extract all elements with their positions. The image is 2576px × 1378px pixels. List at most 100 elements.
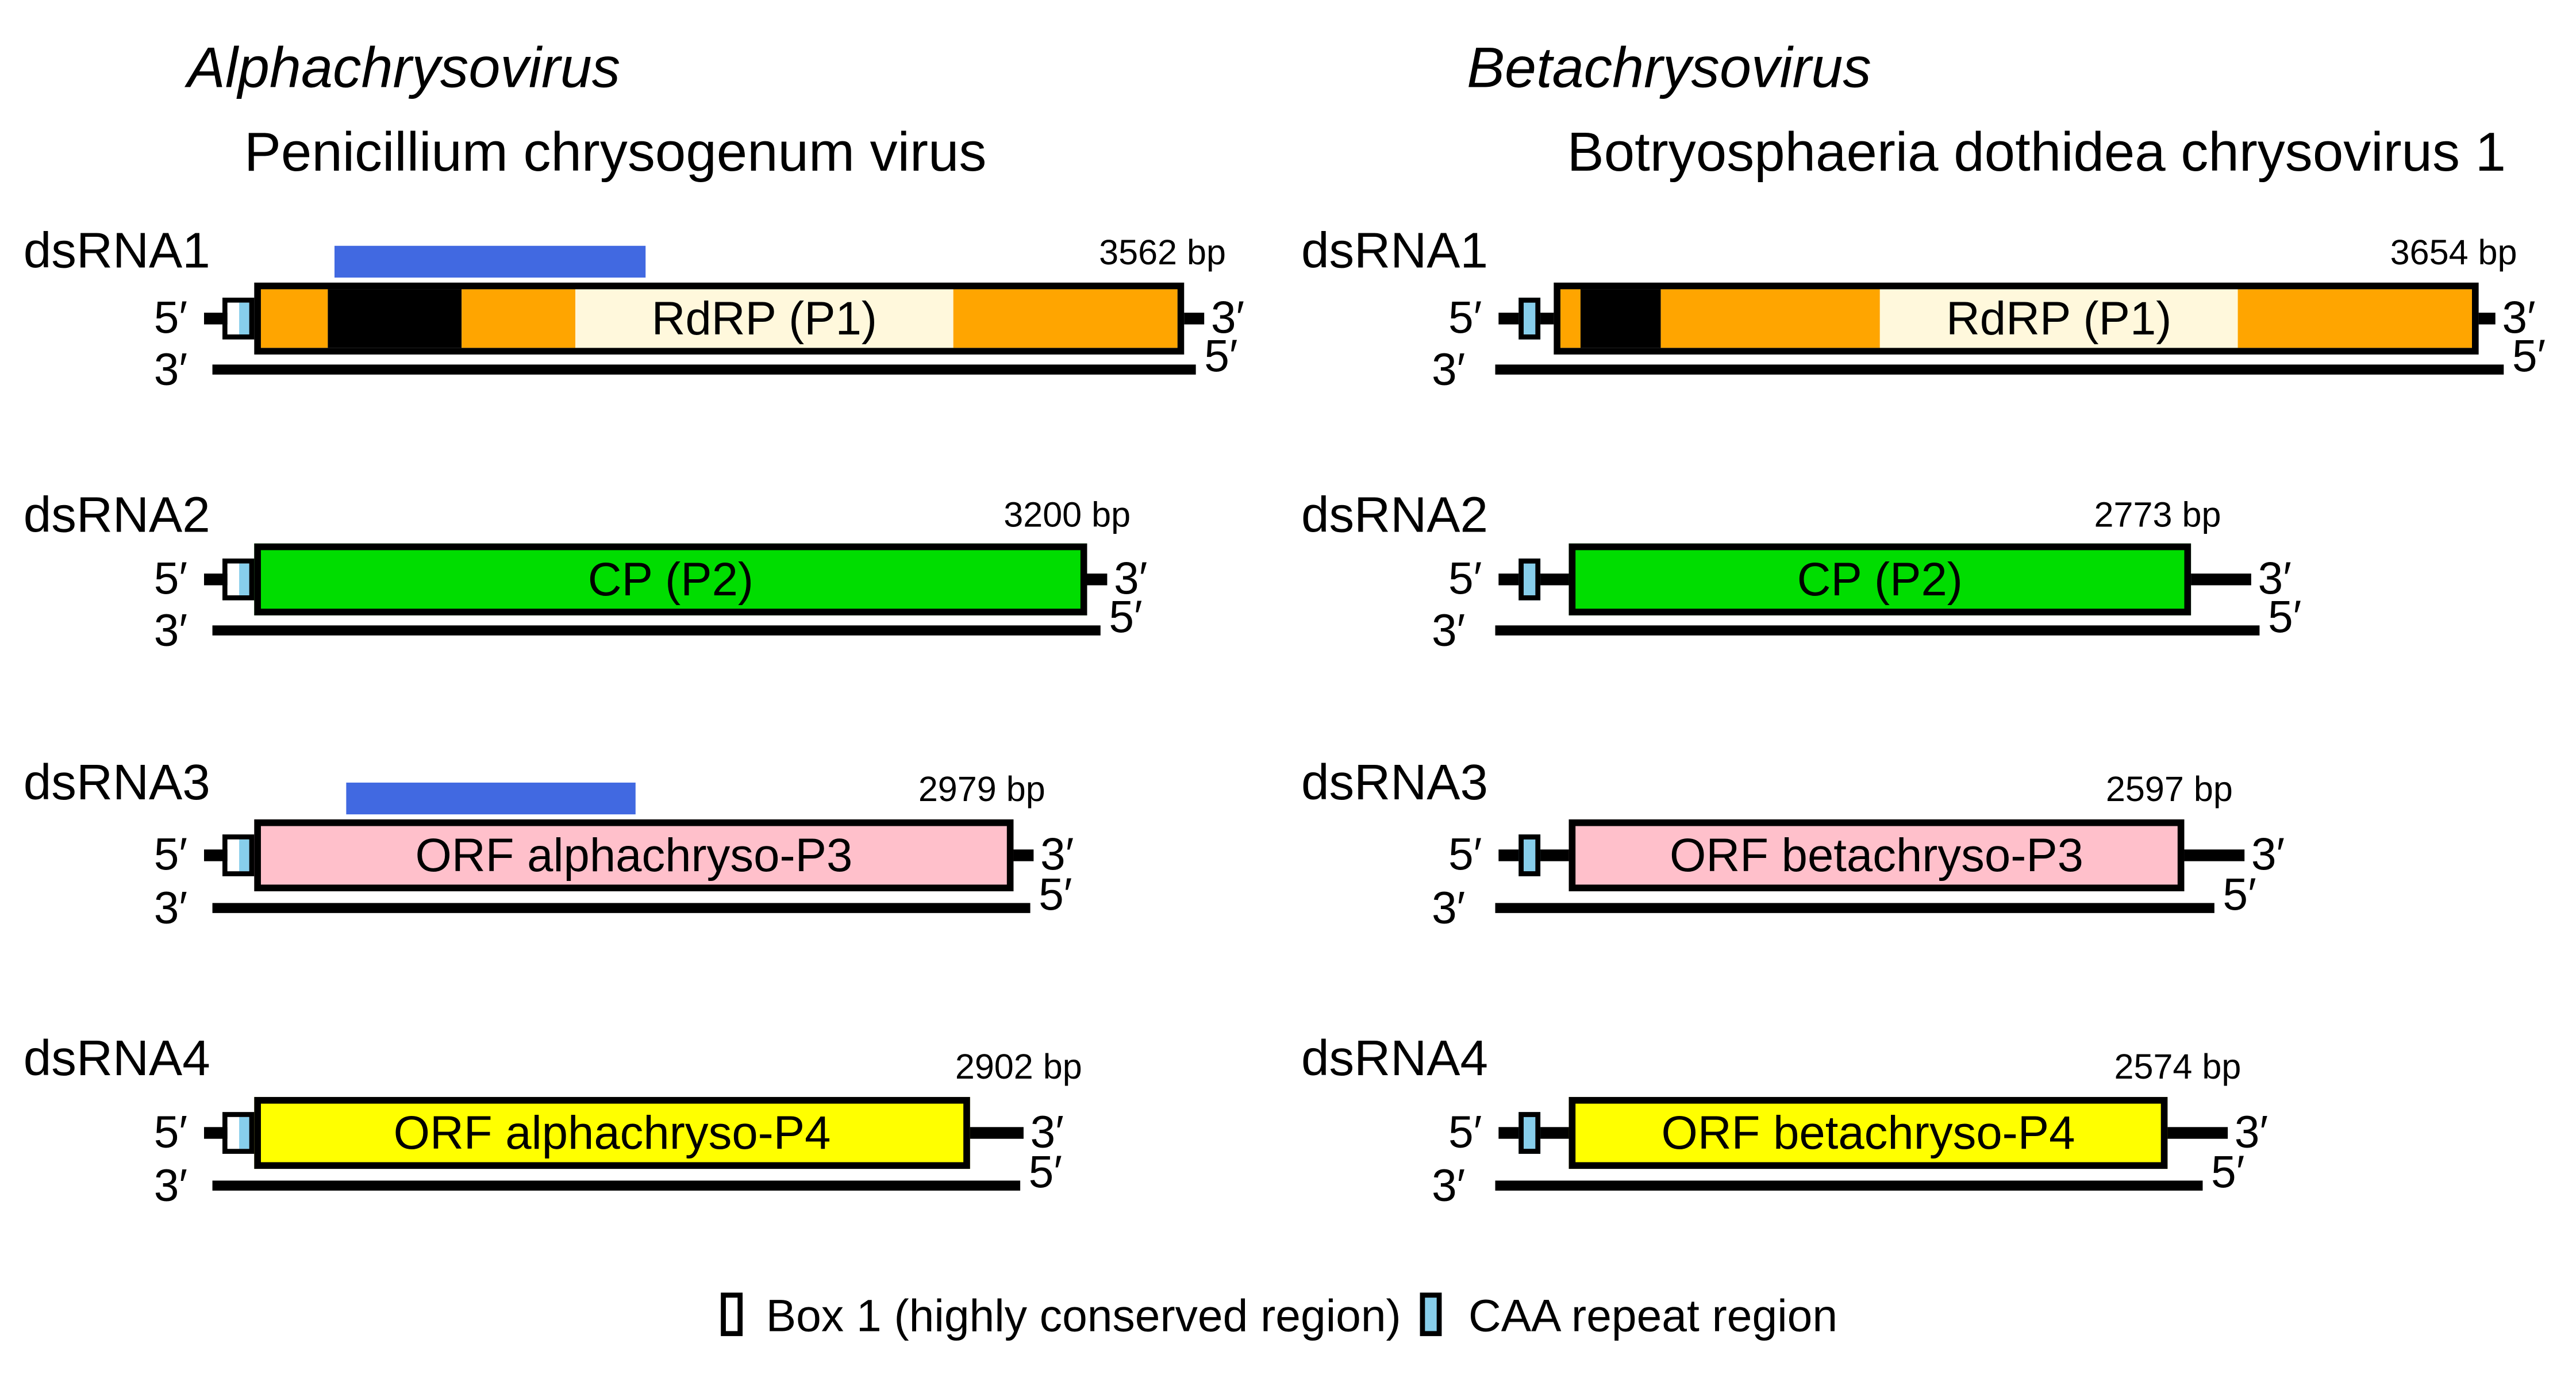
black-segment xyxy=(328,289,462,348)
box1-region xyxy=(227,302,240,334)
three-prime-label: 3′ xyxy=(2258,553,2292,604)
orange-segment xyxy=(260,289,328,348)
top-strand-line xyxy=(970,1127,1024,1139)
bottom-five-prime-label: 5′ xyxy=(2267,592,2302,642)
top-strand-line xyxy=(2478,313,2496,325)
bottom-five-prime-label: 5′ xyxy=(1109,592,1143,642)
bp-label: 2979 bp xyxy=(918,771,1045,810)
bottom-five-prime-label: 5′ xyxy=(2211,1147,2245,1198)
segment-name-label: dsRNA1 xyxy=(23,224,210,279)
three-prime-label: 3′ xyxy=(1040,829,1074,880)
bottom-three-prime-label: 3′ xyxy=(153,1160,188,1211)
orf-box-dsRNA1: RdRP (P1) xyxy=(254,282,1185,355)
caa-repeat-marker xyxy=(1518,558,1541,601)
orf-label: RdRP (P1) xyxy=(651,291,878,344)
bp-label: 3562 bp xyxy=(1099,234,1227,273)
bottom-five-prime-label: 5′ xyxy=(2512,331,2546,382)
top-strand-line xyxy=(2167,1127,2228,1139)
top-strand-line xyxy=(1184,313,1205,325)
five-prime-label: 5′ xyxy=(153,829,188,880)
legend-box1-swatch xyxy=(721,1292,743,1337)
bottom-strand-line xyxy=(212,1180,1021,1191)
five-prime-label: 5′ xyxy=(1448,292,1482,343)
bottom-five-prime-label: 5′ xyxy=(1028,1147,1063,1198)
orf-box-dsRNA2: CP (P2) xyxy=(1568,543,2191,615)
bottom-three-prime-label: 3′ xyxy=(153,605,188,656)
orange-segment xyxy=(462,289,576,348)
caa-repeat-region xyxy=(239,302,249,334)
caa-repeat-marker xyxy=(1518,834,1541,876)
genus-title-beta: Betachrysovirus xyxy=(1467,37,1871,101)
bp-label: 2574 bp xyxy=(2114,1048,2241,1087)
orf-label: ORF betachryso-P4 xyxy=(1661,1106,2075,1158)
genus-title-alpha: Alphachrysovirus xyxy=(187,37,621,101)
three-prime-label: 3′ xyxy=(2234,1107,2269,1157)
top-strand-line xyxy=(1013,849,1034,861)
bottom-five-prime-label: 5′ xyxy=(1039,869,1072,920)
bp-label: 2773 bp xyxy=(2094,496,2221,536)
orf-box-dsRNA3: ORF betachryso-P3 xyxy=(1568,819,2185,892)
three-prime-label: 3′ xyxy=(2502,292,2536,343)
orf-internal-segments: RdRP (P1) xyxy=(1560,289,2472,348)
box1-caa-marker xyxy=(222,558,255,601)
bottom-five-prime-label: 5′ xyxy=(1204,331,1238,382)
segment-name-label: dsRNA2 xyxy=(23,488,210,544)
orf-label: RdRP (P1) xyxy=(1946,291,2172,344)
bottom-five-prime-label: 5′ xyxy=(2223,869,2256,920)
bottom-strand-line xyxy=(1495,364,2504,375)
species-title-alpha: Penicillium chrysogenum virus xyxy=(244,120,987,183)
bottom-three-prime-label: 3′ xyxy=(1431,1160,1466,1211)
five-prime-label: 5′ xyxy=(1448,1107,1482,1157)
legend-caa-label: CAA repeat region xyxy=(1468,1291,1838,1341)
black-segment xyxy=(1580,289,1661,348)
bottom-strand-line xyxy=(1495,903,2214,913)
five-prime-label: 5′ xyxy=(153,292,188,343)
box1-region xyxy=(227,839,240,872)
bottom-three-prime-label: 3′ xyxy=(1431,605,1466,656)
five-prime-label: 5′ xyxy=(153,1107,188,1157)
segment-name-label: dsRNA3 xyxy=(23,756,210,811)
bottom-strand-line xyxy=(212,625,1101,636)
three-prime-label: 3′ xyxy=(1030,1107,1064,1157)
bottom-strand-line xyxy=(1495,1180,2203,1191)
caa-repeat-region xyxy=(239,1117,249,1149)
segment-name-label: dsRNA4 xyxy=(1301,1031,1489,1087)
caa-repeat-marker xyxy=(1518,1112,1541,1154)
three-prime-label: 3′ xyxy=(1210,292,1245,343)
conserved-region-blue-bar xyxy=(335,245,646,278)
top-strand-line xyxy=(2191,573,2251,586)
bottom-strand-line xyxy=(1495,625,2260,636)
five-prime-label: 5′ xyxy=(1448,553,1482,604)
bottom-three-prime-label: 3′ xyxy=(153,883,188,933)
caa-repeat-marker xyxy=(1518,297,1541,340)
bp-label: 2597 bp xyxy=(2105,771,2233,810)
species-title-beta: Botryosphaeria dothidea chrysovirus 1 xyxy=(1567,120,2506,183)
orf-label: CP (P2) xyxy=(587,552,754,605)
bottom-three-prime-label: 3′ xyxy=(1431,344,1466,395)
three-prime-label: 3′ xyxy=(1114,553,1148,604)
rdrp-region: RdRP (P1) xyxy=(575,289,953,348)
orf-label: ORF alphachryso-P4 xyxy=(393,1106,831,1158)
top-strand-line xyxy=(1087,573,1108,586)
box1-caa-marker xyxy=(222,1112,255,1154)
box1-caa-marker xyxy=(222,834,255,876)
box1-region xyxy=(227,1117,240,1149)
top-strand-line xyxy=(2184,849,2245,861)
box1-region xyxy=(227,563,240,595)
orf-box-dsRNA4: ORF alphachryso-P4 xyxy=(254,1096,970,1169)
bp-label: 3200 bp xyxy=(1004,496,1131,536)
orange-segment xyxy=(1660,289,1880,348)
segment-name-label: dsRNA2 xyxy=(1301,488,1489,544)
conserved-region-blue-bar xyxy=(346,782,636,815)
caa-repeat-region xyxy=(239,839,249,872)
orf-box-dsRNA2: CP (P2) xyxy=(254,543,1087,615)
three-prime-label: 3′ xyxy=(2251,829,2285,880)
segment-name-label: dsRNA4 xyxy=(23,1031,210,1087)
five-prime-label: 5′ xyxy=(153,553,188,604)
segment-name-label: dsRNA1 xyxy=(1301,224,1489,279)
orange-segment xyxy=(2237,289,2472,348)
bottom-three-prime-label: 3′ xyxy=(153,344,188,395)
orf-internal-segments: RdRP (P1) xyxy=(260,289,1178,348)
bp-label: 3654 bp xyxy=(2390,234,2517,273)
